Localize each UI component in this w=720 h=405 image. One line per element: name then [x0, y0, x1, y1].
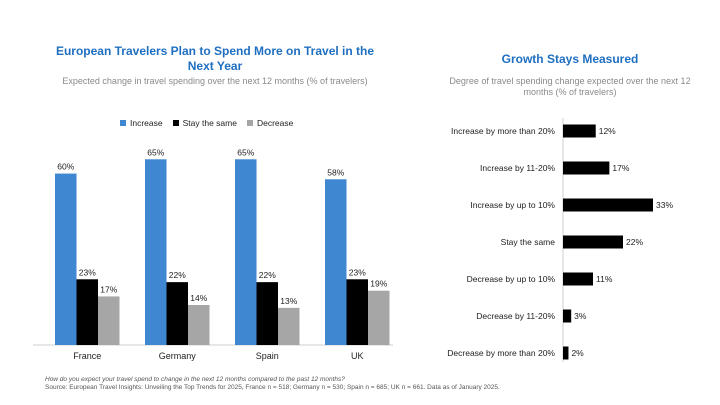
footer-note: How do you expect your travel spend to c… — [45, 376, 500, 392]
hbar-increase-by-up-to-10 — [563, 198, 653, 212]
legend-stay-same: Stay the same — [172, 118, 237, 128]
bar-spain-stay-the-same — [256, 282, 278, 345]
y-tick-label-decrease-by-up-to-10: Decrease by up to 10% — [467, 274, 556, 284]
y-tick-label-increase-by-11-20: Increase by 11-20% — [480, 163, 555, 173]
x-tick-label-france: France — [73, 351, 101, 361]
hbar-data-label-decrease-by-more-than-20: 2% — [571, 348, 584, 358]
hbar-stay-the-same — [563, 235, 623, 249]
bar-germany-increase — [145, 159, 167, 345]
data-label-germany-increase: 65% — [147, 147, 164, 157]
legend-swatch-increase — [120, 120, 126, 126]
bar-france-decrease — [98, 296, 120, 345]
data-label-uk-stay-the-same: 23% — [349, 267, 366, 277]
data-label-spain-stay-the-same: 22% — [259, 270, 276, 280]
hbar-data-label-decrease-by-11-20: 3% — [574, 311, 587, 321]
footer-source: Source: European Travel Insights: Unveil… — [45, 384, 500, 391]
y-tick-label-decrease-by-11-20: Decrease by 11-20% — [476, 311, 555, 321]
bar-uk-increase — [325, 179, 347, 345]
bar-germany-stay-the-same — [166, 282, 188, 345]
hbar-decrease-by-up-to-10 — [563, 272, 593, 286]
data-label-germany-stay-the-same: 22% — [169, 270, 186, 280]
hbar-decrease-by-11-20 — [563, 309, 572, 323]
right-chart-title: Growth Stays Measured — [501, 52, 639, 66]
left-chart-subtitle: Expected change in travel spending over … — [62, 76, 368, 86]
data-label-france-stay-the-same: 23% — [79, 267, 96, 277]
data-label-uk-increase: 58% — [327, 167, 344, 177]
bar-france-stay-the-same — [76, 279, 98, 345]
y-tick-label-stay-the-same: Stay the same — [501, 237, 556, 247]
hbar-increase-by-11-20 — [563, 161, 610, 175]
bar-germany-decrease — [188, 305, 210, 345]
bar-uk-stay-the-same — [346, 279, 368, 345]
bar-france-increase — [55, 173, 77, 345]
y-tick-label-increase-by-up-to-10: Increase by up to 10% — [470, 200, 555, 210]
data-label-spain-increase: 65% — [237, 147, 254, 157]
legend-label-stay-same: Stay the same — [182, 118, 237, 128]
hbar-decrease-by-more-than-20 — [563, 346, 569, 360]
hbar-increase-by-more-than-20 — [563, 124, 596, 138]
data-label-spain-decrease: 13% — [280, 296, 297, 306]
bar-uk-decrease — [368, 290, 390, 345]
legend-increase: Increase — [120, 118, 163, 128]
data-label-uk-decrease: 19% — [370, 279, 387, 289]
data-label-france-increase: 60% — [57, 162, 74, 172]
x-tick-label-uk: UK — [351, 351, 364, 361]
x-tick-label-germany: Germany — [159, 351, 197, 361]
right-chart-subtitle: Degree of travel spending change expecte… — [449, 76, 691, 97]
hbar-data-label-increase-by-more-than-20: 12% — [599, 126, 616, 136]
left-chart-legend: Increase Stay the same Decrease — [120, 118, 293, 128]
legend-swatch-decrease — [246, 120, 253, 126]
data-label-germany-decrease: 14% — [190, 293, 207, 303]
y-tick-label-increase-by-more-than-20: Increase by more than 20% — [451, 126, 555, 136]
bar-spain-increase — [235, 159, 257, 345]
legend-decrease: Decrease — [246, 118, 294, 128]
hbar-data-label-decrease-by-up-to-10: 11% — [596, 274, 613, 284]
x-tick-label-spain: Spain — [256, 351, 279, 361]
data-label-france-decrease: 17% — [100, 284, 117, 294]
hbar-data-label-stay-the-same: 22% — [626, 237, 643, 247]
legend-label-increase: Increase — [130, 118, 163, 128]
hbar-data-label-increase-by-up-to-10: 33% — [656, 200, 673, 210]
footer-question: How do you expect your travel spend to c… — [45, 376, 345, 383]
legend-swatch-stay-same — [172, 120, 179, 126]
left-chart-title: European Travelers Plan to Spend More on… — [55, 44, 375, 73]
legend-label-decrease: Decrease — [256, 118, 294, 128]
y-tick-label-decrease-by-more-than-20: Decrease by more than 20% — [447, 348, 555, 358]
hbar-data-label-increase-by-11-20: 17% — [612, 163, 629, 173]
bar-spain-decrease — [278, 307, 300, 345]
